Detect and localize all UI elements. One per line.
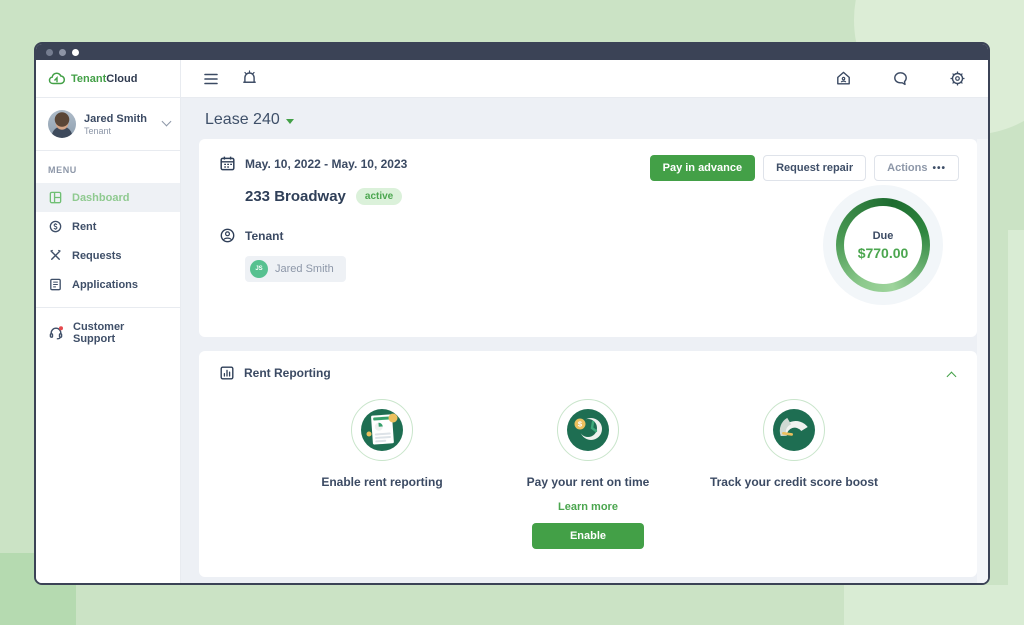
request-repair-button[interactable]: Request repair <box>763 155 867 181</box>
feature-label: Track your credit score boost <box>709 475 879 489</box>
window-dot-3[interactable] <box>72 48 79 56</box>
user-profile[interactable]: Jared Smith Tenant <box>36 98 180 151</box>
feature-label: Enable rent reporting <box>321 475 443 489</box>
due-label: Due <box>872 229 894 242</box>
clock-coin-illustration: $ <box>557 399 619 461</box>
sidebar: Tenant Cloud Jared Smith Tenant MENU <box>36 60 181 583</box>
topbar <box>181 60 988 98</box>
tenant-person-icon <box>219 227 236 244</box>
window-dot-2[interactable] <box>59 48 66 56</box>
page-title[interactable]: Lease 240 <box>205 111 280 128</box>
learn-more-link[interactable]: Learn more <box>558 501 618 513</box>
tenant-chip[interactable]: JS Jared Smith <box>245 256 346 282</box>
sidebar-item-label: Customer Support <box>73 321 125 345</box>
lease-dropdown-caret-icon[interactable] <box>285 119 294 124</box>
dashboard-icon <box>48 190 63 205</box>
sidebar-item-rent[interactable]: Rent <box>36 212 180 241</box>
sidebar-item-customer-support[interactable]: Customer Support <box>36 308 180 358</box>
status-badge: active <box>355 188 403 205</box>
logo-text-tenant: Tenant <box>71 72 107 85</box>
sidebar-item-label: Applications <box>72 278 139 291</box>
scrollbar-track[interactable] <box>977 139 988 583</box>
tenant-section-label: Tenant <box>245 228 284 243</box>
profile-role: Tenant <box>84 126 112 137</box>
content: May. 10, 2022 - May. 10, 2023 233 Broadw… <box>181 139 988 583</box>
tenantcloud-logo-icon <box>48 71 68 87</box>
credit-gauge-illustration <box>763 399 825 461</box>
actions-button[interactable]: Actions ••• <box>874 155 959 181</box>
applications-document-icon <box>48 277 63 292</box>
sidebar-item-dashboard[interactable]: Dashboard <box>36 183 180 212</box>
due-donut-ring: Due $770.00 <box>836 198 930 292</box>
chevron-down-icon <box>161 116 172 127</box>
svg-text:$: $ <box>578 420 583 429</box>
window-dot-1[interactable] <box>46 48 53 56</box>
tenant-chip-avatar: JS <box>250 260 268 278</box>
sidebar-divider <box>36 307 180 308</box>
due-amount: $770.00 <box>857 244 909 261</box>
feature-label: Pay your rent on time <box>526 475 650 489</box>
menu-section-label: MENU <box>48 165 77 175</box>
ellipsis-icon: ••• <box>932 162 946 174</box>
sidebar-item-requests[interactable]: Requests <box>36 241 180 270</box>
headset-icon <box>48 325 64 341</box>
sidebar-item-label: Requests <box>72 249 122 262</box>
sidebar-item-label: Dashboard <box>72 191 130 204</box>
profile-name: Jared Smith <box>84 112 147 125</box>
tenant-chip-name: Jared Smith <box>275 263 334 275</box>
settings-gear-icon[interactable] <box>949 70 966 87</box>
avatar <box>48 110 76 138</box>
logo[interactable]: Tenant Cloud <box>36 60 180 98</box>
rent-reporting-card: Rent Reporting <box>199 351 977 577</box>
app-window: Tenant Cloud Jared Smith Tenant MENU <box>34 42 990 585</box>
chat-icon[interactable] <box>892 70 909 87</box>
feature-track-credit-score: Track your credit score boost <box>694 399 894 489</box>
bg-decor-rect-bottom-right <box>844 585 1024 625</box>
home-icon[interactable] <box>835 70 852 87</box>
notification-bell-icon[interactable] <box>241 70 258 87</box>
rent-report-document-illustration <box>351 399 413 461</box>
lease-address: 233 Broadway <box>245 188 346 205</box>
feature-pay-rent-on-time: $ Pay your rent on time <box>488 399 688 489</box>
rent-reporting-title: Rent Reporting <box>244 366 331 380</box>
page-title-row: Lease 240 <box>181 98 988 139</box>
hamburger-menu-icon[interactable] <box>203 72 219 86</box>
requests-tools-icon <box>48 248 63 263</box>
lease-card: May. 10, 2022 - May. 10, 2023 233 Broadw… <box>199 139 977 337</box>
pay-in-advance-button[interactable]: Pay in advance <box>649 155 756 181</box>
feature-enable-rent-reporting: Enable rent reporting <box>282 399 482 489</box>
sidebar-item-applications[interactable]: Applications <box>36 270 180 299</box>
calendar-icon <box>219 155 236 172</box>
enable-button[interactable]: Enable <box>532 523 644 549</box>
actions-button-label: Actions <box>887 162 928 174</box>
bar-chart-icon <box>219 365 235 381</box>
logo-text-cloud: Cloud <box>106 72 138 85</box>
main-area: Lease 240 May. 10, <box>181 60 988 583</box>
bg-decor-strip-right <box>1008 230 1024 590</box>
due-donut: Due $770.00 <box>823 185 943 305</box>
lease-date-range: May. 10, 2022 - May. 10, 2023 <box>245 156 408 171</box>
window-titlebar <box>36 44 988 60</box>
rent-dollar-icon <box>48 219 63 234</box>
sidebar-item-label: Rent <box>72 220 97 233</box>
